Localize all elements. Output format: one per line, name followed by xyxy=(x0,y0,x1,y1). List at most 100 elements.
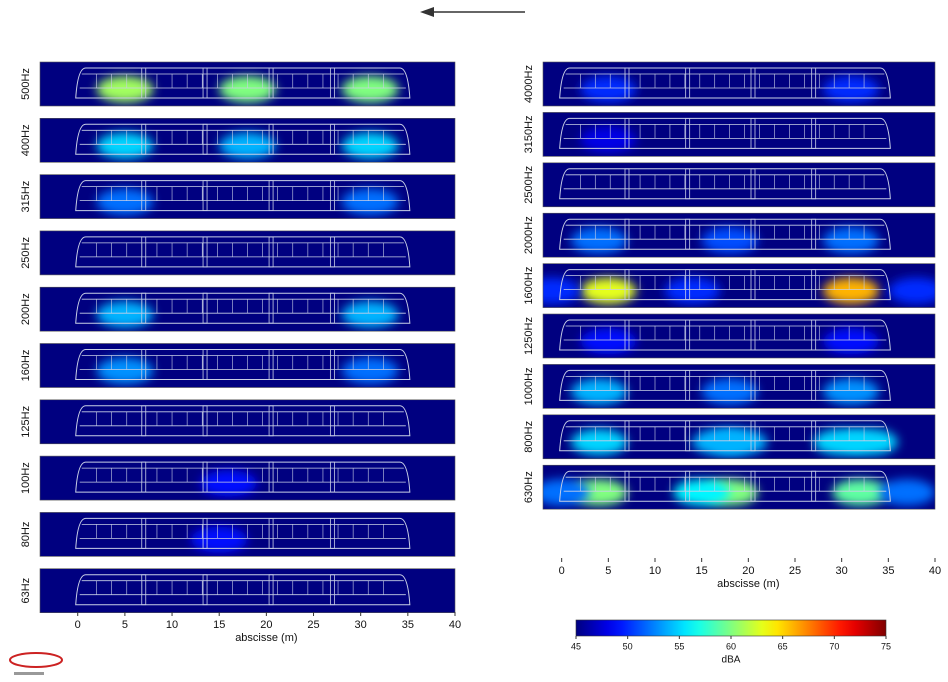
tram-joint xyxy=(202,461,208,493)
colorbar-tick-label: 45 xyxy=(571,641,581,651)
tram-joint xyxy=(268,461,274,493)
tram-joint xyxy=(811,319,817,351)
tram-joint xyxy=(329,292,335,324)
tram-joint xyxy=(141,180,147,212)
panel xyxy=(543,213,935,258)
hotspot xyxy=(823,76,879,103)
hotspot xyxy=(96,132,154,159)
tram-joint xyxy=(811,168,817,200)
tram-joint xyxy=(202,574,208,606)
tram-joint xyxy=(202,236,208,268)
panel-label: 1250Hz xyxy=(523,317,535,355)
panel-label: 80Hz xyxy=(20,522,32,548)
tram-joint xyxy=(811,420,817,452)
panel-frame xyxy=(542,212,936,258)
tram-outline xyxy=(75,461,411,493)
tram-joint xyxy=(750,369,756,401)
tram-outline xyxy=(559,470,891,502)
panel-frame xyxy=(39,230,456,276)
tram-joint xyxy=(329,349,335,380)
tram-joint xyxy=(750,218,756,250)
colorbar-tick-label: 55 xyxy=(674,641,684,651)
colorbar-tick-label: 75 xyxy=(881,641,891,651)
tram-outline xyxy=(75,292,411,324)
hotspot xyxy=(841,428,898,456)
tram-joint xyxy=(811,67,817,99)
tram-outline xyxy=(75,574,411,606)
hotspot xyxy=(701,227,758,254)
panel-frame xyxy=(542,112,936,157)
tram-joint xyxy=(811,470,817,502)
tram-joint xyxy=(202,180,208,212)
panel xyxy=(40,174,455,219)
panel-label: 630Hz xyxy=(523,471,535,503)
tram-joint xyxy=(750,420,756,452)
tram-joint xyxy=(811,269,817,301)
x-tick-label: 30 xyxy=(355,619,367,631)
x-tick-label: 35 xyxy=(402,619,414,631)
hotspot xyxy=(580,126,637,153)
tram-joint xyxy=(685,118,691,149)
panel-label: 1600Hz xyxy=(523,267,535,305)
x-tick-label: 0 xyxy=(559,565,565,577)
hotspot xyxy=(341,76,399,103)
tram-joint xyxy=(141,292,147,324)
tram-joint xyxy=(141,518,147,549)
panel xyxy=(543,112,935,157)
x-tick-label: 40 xyxy=(449,619,461,631)
tram-outline xyxy=(75,405,411,437)
hotspot xyxy=(96,188,154,216)
hotspot xyxy=(664,277,721,305)
x-tick-label: 5 xyxy=(605,565,611,577)
tram-joint xyxy=(329,180,335,212)
hotspot xyxy=(580,328,637,355)
x-tick-label: 15 xyxy=(213,619,225,631)
hotspot xyxy=(823,227,879,254)
panel xyxy=(40,512,455,557)
tram-joint xyxy=(268,292,274,324)
tram-joint xyxy=(141,405,147,437)
panel-label: 160Hz xyxy=(20,350,32,382)
tram-joint xyxy=(750,319,756,351)
tram-outline xyxy=(75,517,411,549)
hotspot xyxy=(341,132,399,159)
panel-frame xyxy=(542,263,936,308)
tram-joint xyxy=(624,470,630,502)
hotspot xyxy=(879,479,935,506)
panel-label: 200Hz xyxy=(20,293,32,325)
tram-joint xyxy=(685,420,691,452)
panel-frame xyxy=(542,414,936,460)
x-tick-label: 35 xyxy=(882,565,894,577)
tram-joint xyxy=(685,218,691,250)
hotspot xyxy=(823,378,879,405)
tram-joint xyxy=(141,461,147,493)
hotspot xyxy=(823,277,879,305)
tram-outline xyxy=(75,67,411,99)
panel xyxy=(40,456,455,501)
x-tick-label: 15 xyxy=(696,565,708,577)
panel-background xyxy=(543,162,935,207)
hotspot xyxy=(96,357,154,384)
hotspot xyxy=(823,328,879,355)
panel-label: 2000Hz xyxy=(523,216,535,254)
panel xyxy=(40,399,455,444)
tram-joint xyxy=(685,369,691,401)
panel-label: 800Hz xyxy=(523,421,535,453)
panel-label: 2500Hz xyxy=(523,166,535,204)
panel-frame xyxy=(542,313,936,359)
panel-frame xyxy=(39,568,456,614)
tram-joint xyxy=(141,349,147,380)
hotspot xyxy=(571,227,627,254)
panel-frame xyxy=(542,61,936,107)
panel-frame xyxy=(39,512,456,557)
x-tick-label: 20 xyxy=(742,565,754,577)
colorbar-tick-label: 50 xyxy=(623,641,633,651)
panel-frame xyxy=(39,343,456,388)
panel xyxy=(543,364,935,409)
x-axis-label: abscisse (m) xyxy=(717,578,779,590)
panel xyxy=(543,62,935,106)
panel xyxy=(40,62,455,106)
hotspot xyxy=(888,277,935,305)
tram-joint xyxy=(329,518,335,549)
tram-joint xyxy=(750,118,756,149)
